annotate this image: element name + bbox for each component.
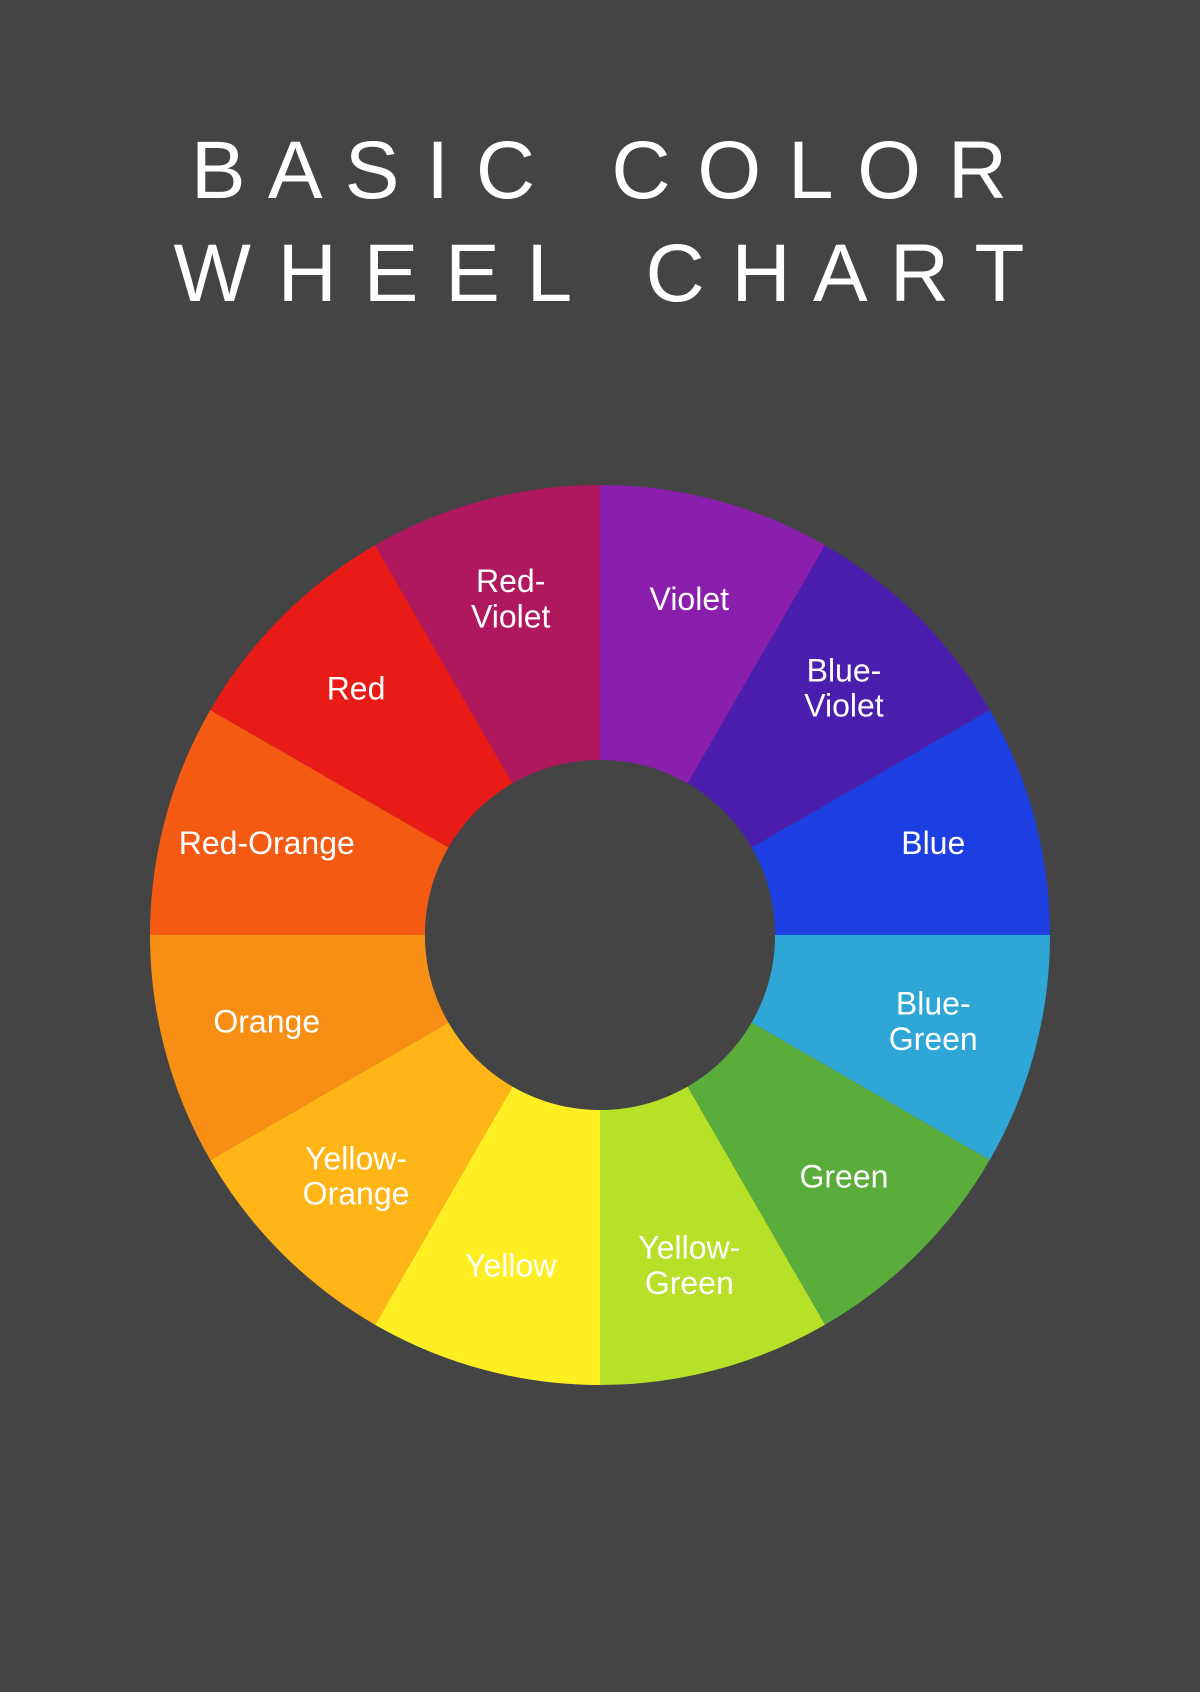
segment-label: Orange [213, 1004, 320, 1040]
chart-title: B A S I C C O L O R W H E E L C H A R T [173, 120, 1026, 325]
color-wheel: Violet Blue-Violet Blue Blue-Green Green Yell… [150, 485, 1050, 1385]
segment-label: Blue-Green [889, 986, 978, 1057]
segment-label: Blue [901, 825, 965, 861]
segment-label: Yellow [465, 1248, 557, 1284]
segment-label: Violet [650, 581, 730, 617]
segment-label: Yellow-Green [638, 1230, 740, 1301]
color-wheel-svg: Violet Blue-Violet Blue Blue-Green Green Yell… [150, 485, 1050, 1385]
segment-label: Red-Violet [471, 564, 551, 635]
segment-label: Red [327, 671, 386, 707]
segment-label: Red-Orange [179, 825, 355, 861]
wheel-center [425, 760, 775, 1110]
title-line-2: W H E E L C H A R T [173, 223, 1026, 326]
page: B A S I C C O L O R W H E E L C H A R T … [0, 0, 1200, 1692]
segment-label: Blue-Violet [804, 653, 884, 724]
segment-label: Green [799, 1158, 888, 1194]
segment-label: Yellow-Orange [303, 1141, 410, 1212]
title-line-1: B A S I C C O L O R [173, 120, 1026, 223]
